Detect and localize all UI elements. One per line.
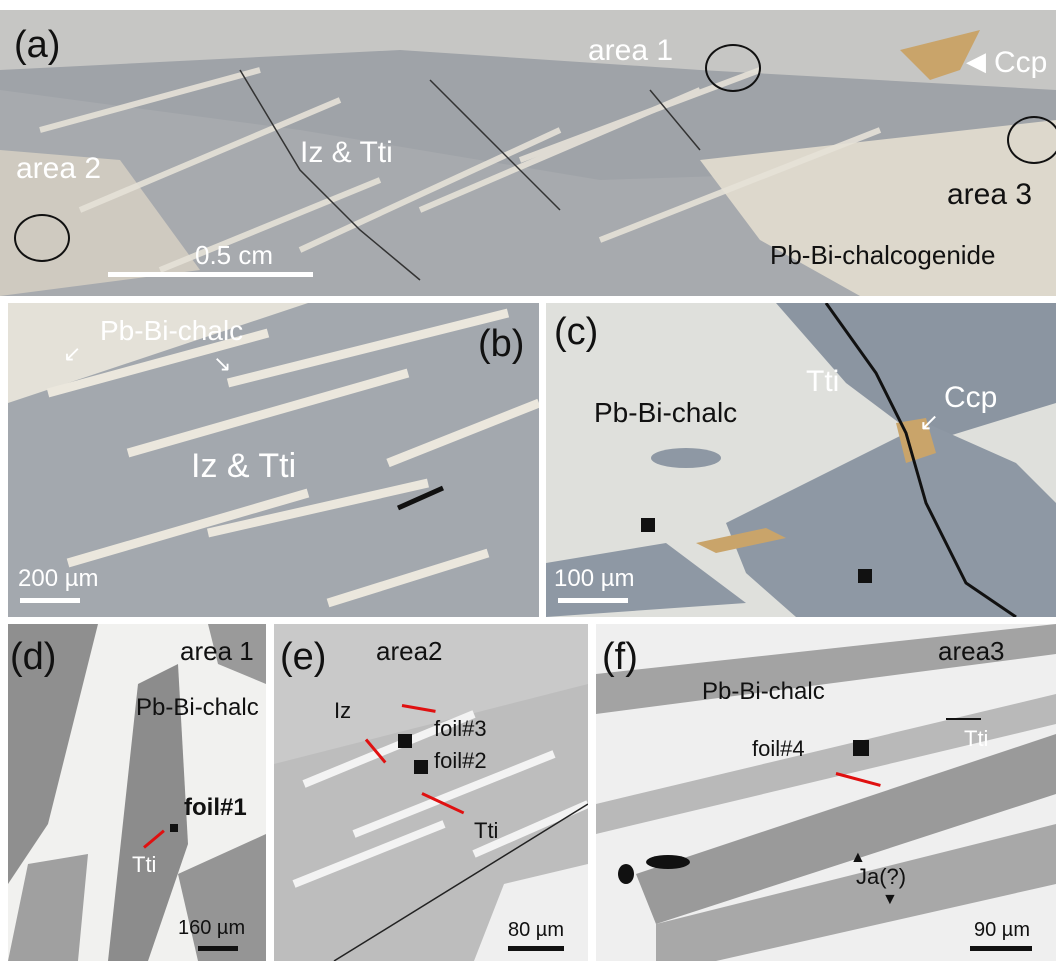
panel-a-iz-tti-label: Iz & Tti xyxy=(300,136,393,169)
panel-b-arrow2-icon: ↘ xyxy=(213,351,232,376)
panel-f-letter: (f) xyxy=(602,636,638,678)
area2-circle xyxy=(14,214,70,262)
panel-b: Pb-Bi-chalc ↙ ↘ (b) Iz & Tti 200 µm xyxy=(8,303,539,617)
panel-a-letter: (a) xyxy=(14,24,61,66)
panel-d-letter: (d) xyxy=(10,636,57,678)
panel-d-foil-marker xyxy=(170,824,178,832)
panel-e-foil2-label: foil#2 xyxy=(434,748,487,773)
panel-e-iz-label: Iz xyxy=(334,698,352,723)
panel-c-scale-text: 100 µm xyxy=(554,565,635,592)
panel-f: (f) area3 Pb-Bi-chalc foil#4 Tti ▲ Ja(?)… xyxy=(596,624,1056,961)
panel-c-pbbi-label: Pb-Bi-chalc xyxy=(594,397,738,428)
panel-f-ja-arrow-down-icon: ▼ xyxy=(882,891,898,908)
panel-e-scale-bar xyxy=(508,946,564,951)
panel-e-area-label: area2 xyxy=(376,636,443,666)
panel-e-micrograph xyxy=(274,624,588,961)
panel-e: (e) area2 Iz foil#3 foil#2 Tti 80 µm xyxy=(274,624,588,961)
panel-d-area-label: area 1 xyxy=(180,636,254,666)
panel-f-pbbi-label: Pb-Bi-chalc xyxy=(702,678,825,705)
panel-a-area3-label: area 3 xyxy=(947,178,1033,211)
panel-e-tti-label: Tti xyxy=(474,818,499,843)
panel-c: (c) Tti Ccp ↙ Pb-Bi-chalc 100 µm xyxy=(546,303,1056,617)
panel-b-scale-text: 200 µm xyxy=(18,565,99,592)
panel-d-tti-label: Tti xyxy=(132,852,157,877)
panel-f-micrograph xyxy=(596,624,1056,961)
panel-b-iz-tti-label: Iz & Tti xyxy=(191,447,297,485)
panel-c-ccp-arrow-icon: ↙ xyxy=(919,409,940,436)
panel-d-scale-bar xyxy=(198,946,238,951)
panel-e-scale-text: 80 µm xyxy=(508,919,564,941)
panel-f-ja-label: Ja(?) xyxy=(856,864,907,889)
panel-e-foil3-label: foil#3 xyxy=(434,716,487,741)
panel-e-letter: (e) xyxy=(280,636,327,678)
panel-a-area1-label: area 1 xyxy=(588,34,674,67)
panel-d-micrograph xyxy=(8,624,266,961)
panel-f-scale-bar xyxy=(970,946,1032,951)
panel-c-letter: (c) xyxy=(554,311,599,353)
panel-a-ccp-arrow-icon: ◀ xyxy=(966,46,986,76)
panel-f-ja-arrow-up-icon: ▲ xyxy=(850,849,866,866)
panel-b-arrow1-icon: ↙ xyxy=(63,341,82,366)
area3-circle xyxy=(1007,116,1056,164)
panel-b-pbbi-label: Pb-Bi-chalc xyxy=(100,315,244,346)
panel-a: (a) area 1 Ccp ◀ Iz & Tti area 2 area 3 … xyxy=(0,10,1056,296)
panel-b-micrograph xyxy=(8,303,539,617)
panel-d: (d) area 1 Pb-Bi-chalc foil#1 Tti 160 µm xyxy=(8,624,266,961)
panel-c-ccp-label: Ccp xyxy=(944,381,998,414)
panel-f-scale-text: 90 µm xyxy=(974,919,1030,941)
panel-d-scale-text: 160 µm xyxy=(178,917,246,939)
panel-a-scale-bar xyxy=(108,272,313,277)
panel-d-foil-label: foil#1 xyxy=(184,794,247,821)
panel-f-area-label: area3 xyxy=(938,636,1005,666)
panel-a-ccp-label: Ccp xyxy=(994,46,1048,79)
panel-a-pbbi-label: Pb-Bi-chalcogenide xyxy=(770,240,996,270)
panel-a-micrograph xyxy=(0,10,1056,296)
panel-f-tti-label: Tti xyxy=(964,726,989,751)
panel-a-scale-text: 0.5 cm xyxy=(195,240,274,270)
panel-b-letter: (b) xyxy=(478,323,525,365)
panel-c-tti-label: Tti xyxy=(806,365,840,398)
panel-f-foil-label: foil#4 xyxy=(752,736,805,761)
panel-a-area2-label: area 2 xyxy=(16,152,102,185)
panel-d-pbbi-label: Pb-Bi-chalc xyxy=(136,694,259,721)
panel-b-scale-bar xyxy=(20,598,80,603)
area1-circle xyxy=(705,44,761,92)
panel-c-scale-bar xyxy=(558,598,628,603)
